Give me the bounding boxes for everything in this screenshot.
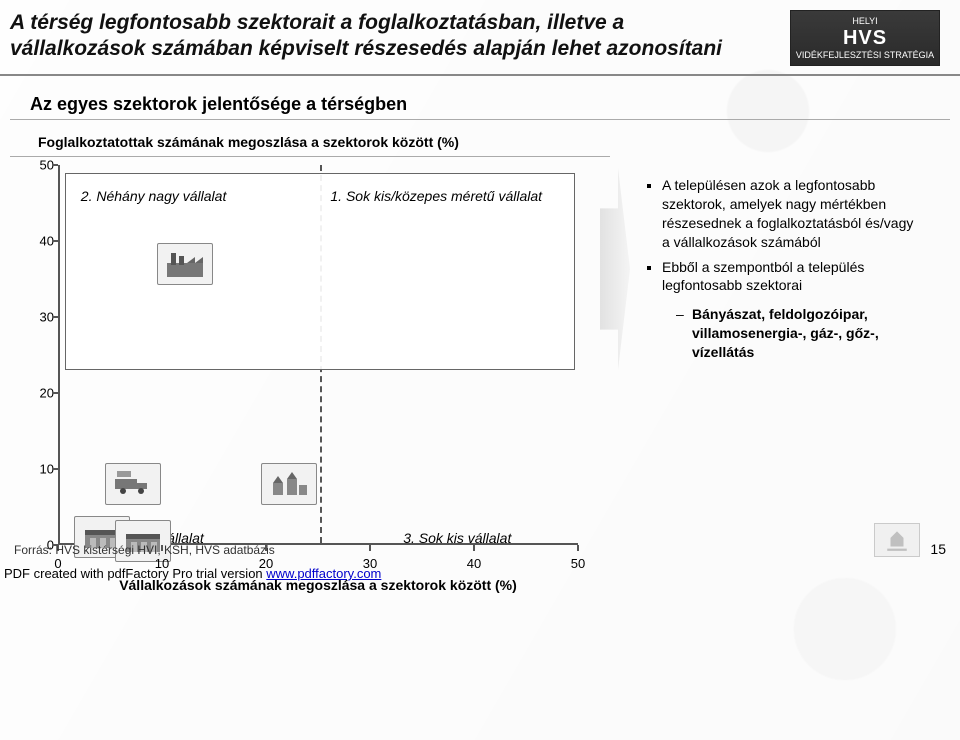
logo-sub1: HELYI — [852, 16, 877, 26]
transport-icon — [105, 463, 161, 505]
pdf-prefix: PDF created with pdfFactory Pro trial ve… — [4, 566, 266, 581]
subtitle-divider — [10, 119, 950, 120]
y-tick-label: 50 — [30, 158, 54, 173]
y-tick-mark — [52, 468, 58, 470]
y-tick-label: 40 — [30, 234, 54, 249]
notes-block: A településen azok a legfontosabb szekto… — [624, 168, 934, 370]
note-item: Ebből a szempontból a település legfonto… — [662, 258, 924, 296]
notes-bullets: A településen azok a legfontosabb szekto… — [646, 176, 924, 295]
quadrant-label: 1. Sok kis/közepes méretű vállalat — [330, 188, 542, 204]
source-text: Forrás: HVS kistérségi HVI, KSH, HVS ada… — [14, 543, 275, 557]
hvs-logo: HELYI HVS VIDÉKFEJLESZTÉSI STRATÉGIA — [790, 10, 940, 66]
y-tick-label: 20 — [30, 386, 54, 401]
y-axis-title: Foglalkoztatottak számának megoszlása a … — [10, 134, 610, 156]
notes-sub-bullets: Bányászat, feldolgozóipar, villamosenerg… — [676, 305, 924, 362]
slide-content: A térség legfontosabb szektorait a fogla… — [0, 0, 960, 587]
plot-region: 2. Néhány nagy vállalat 1. Sok kis/közepe… — [58, 165, 578, 545]
header: A térség legfontosabb szektorait a fogla… — [0, 0, 960, 66]
quadrant-label: 2. Néhány nagy vállalat — [81, 188, 227, 204]
page-title: A térség legfontosabb szektorait a fogla… — [10, 10, 730, 63]
y-tick-label: 30 — [30, 310, 54, 325]
y-tick-mark — [52, 392, 58, 394]
x-tick-label: 50 — [571, 556, 585, 571]
chart-column: Foglalkoztatottak számának megoszlása a … — [10, 134, 610, 587]
y-tick-mark — [52, 164, 58, 166]
main-row: Foglalkoztatottak számának megoszlása a … — [0, 134, 960, 587]
note-sub-item: Bányászat, feldolgozóipar, villamosenerg… — [676, 305, 924, 362]
factory-icon — [157, 243, 213, 285]
y-tick-mark — [52, 240, 58, 242]
note-sub-text: Bányászat, feldolgozóipar, villamosenerg… — [692, 306, 879, 360]
notes-column: A településen azok a legfontosabb szekto… — [624, 134, 934, 587]
pdf-credit: PDF created with pdfFactory Pro trial ve… — [0, 566, 381, 581]
pdf-link[interactable]: www.pdffactory.com — [266, 566, 381, 581]
page-number: 15 — [930, 541, 946, 557]
y-tick-label: 10 — [30, 462, 54, 477]
logo-sub2: VIDÉKFEJLESZTÉSI STRATÉGIA — [796, 50, 934, 60]
x-tick-label: 40 — [467, 556, 481, 571]
logo-main: HVS — [843, 27, 887, 50]
y-tick-mark — [52, 316, 58, 318]
subtitle: Az egyes szektorok jelentősége a térségb… — [0, 76, 960, 119]
footer-accent-icon — [874, 523, 920, 557]
houses-icon — [261, 463, 317, 505]
footer: Forrás: HVS kistérségi HVI, KSH, HVS ada… — [0, 523, 960, 557]
note-item: A településen azok a legfontosabb szekto… — [662, 176, 924, 252]
